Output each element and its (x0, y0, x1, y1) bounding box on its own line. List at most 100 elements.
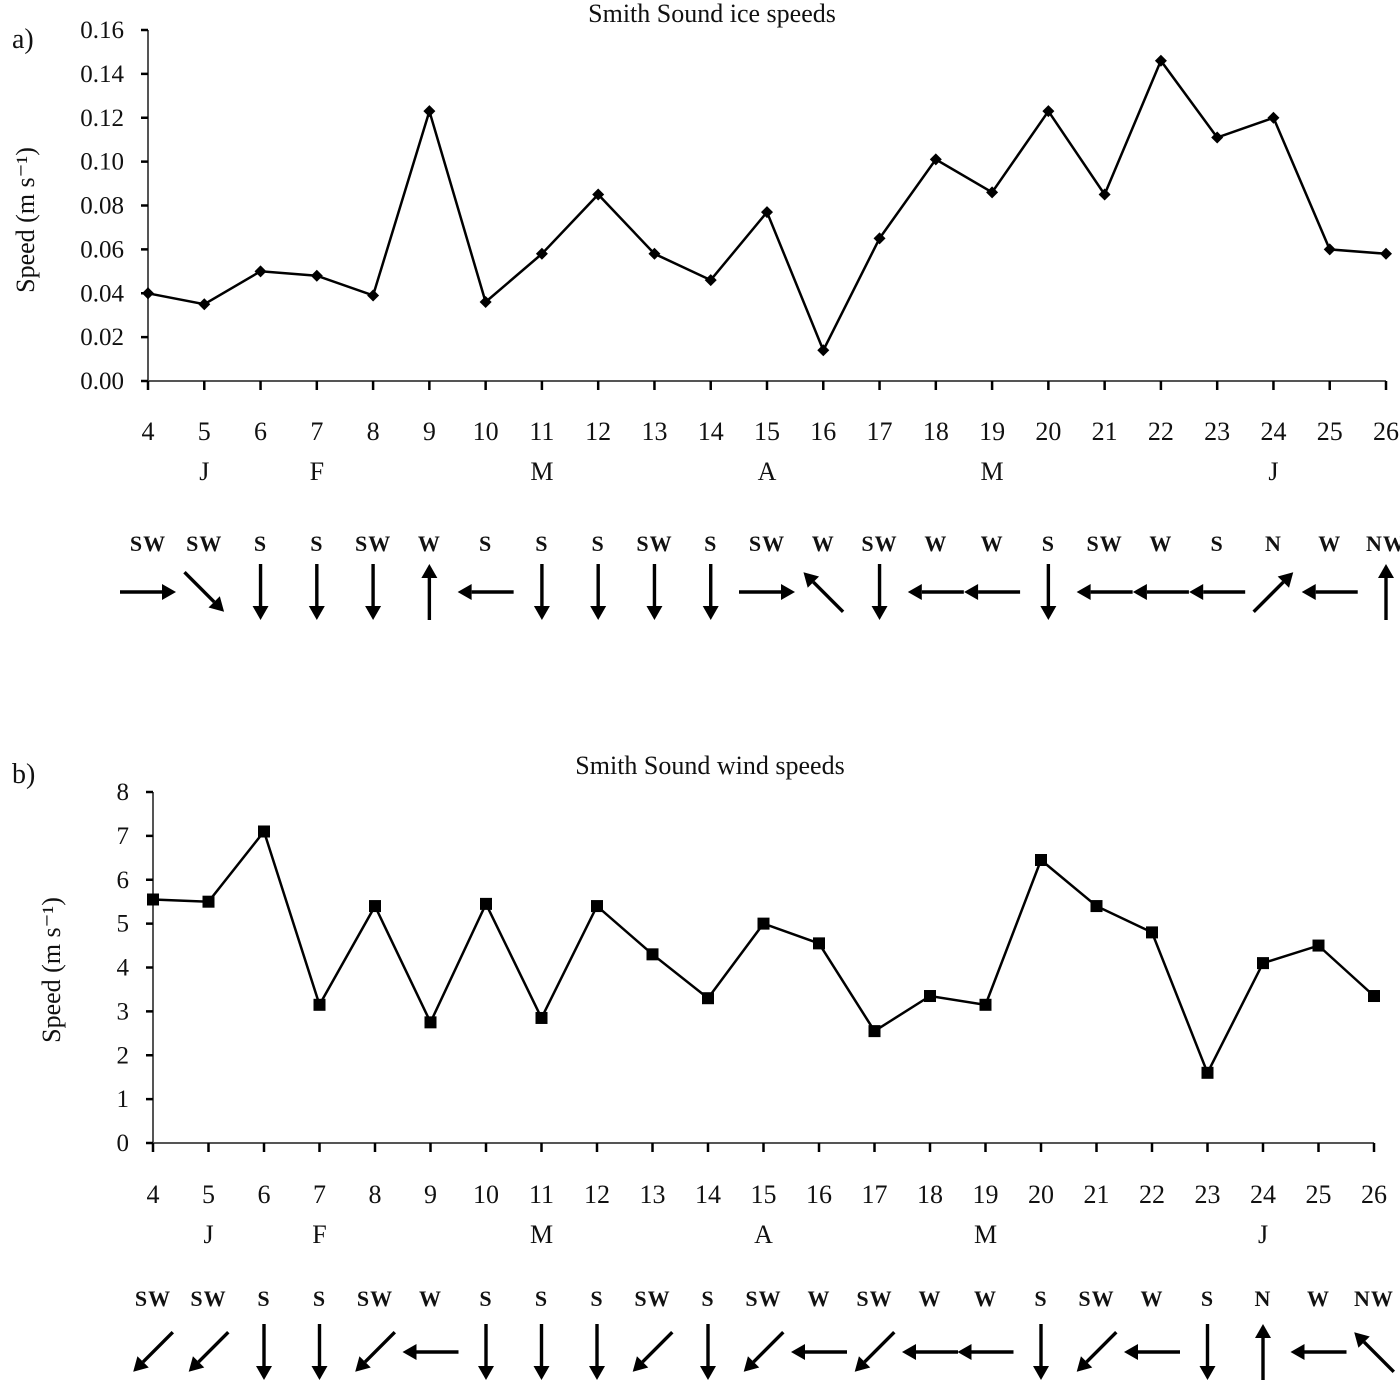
arrow-head (589, 1366, 605, 1380)
data-point (1312, 939, 1325, 952)
arrow-head (700, 1366, 716, 1380)
arrow-head (1378, 564, 1394, 578)
arrow-head (964, 584, 979, 600)
data-point (813, 937, 825, 950)
data-point (142, 287, 154, 300)
month-label: A (754, 1220, 773, 1249)
x-tick-label: 5 (198, 417, 211, 446)
direction-label: SW (1078, 1286, 1114, 1311)
arrow-head (854, 1356, 871, 1372)
direction-label: S (254, 531, 267, 556)
arrow-head (743, 1356, 760, 1372)
data-point (1211, 131, 1224, 144)
direction-label: S (310, 531, 323, 556)
x-tick-label: 8 (367, 417, 380, 446)
direction-arrow-s (308, 564, 325, 620)
month-label: M (974, 1220, 997, 1249)
direction-arrow-ne (1252, 572, 1294, 614)
arrow-head (402, 1344, 417, 1360)
series-line (152, 828, 1375, 1076)
direction-label: W (1141, 1286, 1164, 1311)
x-tick-label: 22 (1148, 417, 1174, 446)
direction-arrow-s (702, 564, 719, 620)
y-tick-label: 5 (117, 911, 130, 938)
y-tick-label: 0.04 (80, 280, 124, 307)
direction-label: W (1307, 1286, 1330, 1311)
data-point (535, 247, 548, 260)
x-tick-label: 26 (1373, 417, 1399, 446)
direction-label: SW (636, 531, 672, 556)
direction-label: N (1265, 531, 1282, 556)
y-tick-label: 0.06 (80, 236, 124, 263)
arrow-head (1124, 1344, 1138, 1360)
direction-label: S (1211, 531, 1224, 556)
month-label: J (203, 1220, 213, 1249)
direction-arrow-n (1378, 564, 1394, 620)
direction-label: NW (1366, 531, 1400, 556)
x-tick-label: 19 (979, 417, 1005, 446)
x-tick-label: 11 (529, 1180, 554, 1209)
y-tick-label: 0.02 (80, 324, 124, 351)
direction-label: W (924, 531, 947, 556)
direction-arrow-nw (1354, 1332, 1396, 1374)
direction-arrow-s (252, 564, 269, 620)
direction-arrow-s (256, 1324, 272, 1380)
data-point (591, 900, 603, 913)
direction-arrow-nw (803, 572, 845, 614)
direction-arrow-s (871, 564, 888, 620)
arrow-shaft (141, 1330, 175, 1364)
direction-label: S (535, 531, 548, 556)
direction-label: SW (745, 1286, 781, 1311)
x-tick-label: 15 (751, 1180, 777, 1209)
arrow-head (457, 584, 472, 600)
x-tick-label: 15 (754, 417, 780, 446)
data-point (1257, 957, 1269, 970)
month-label: A (758, 457, 777, 486)
x-tick-label: 25 (1317, 417, 1343, 446)
direction-label: S (1042, 531, 1055, 556)
data-point (929, 153, 942, 166)
y-tick-label: 0.14 (80, 61, 124, 88)
direction-label: W (812, 531, 835, 556)
direction-arrow-e (120, 584, 176, 600)
data-point (1035, 854, 1047, 867)
data-point (1380, 247, 1392, 260)
data-point (479, 296, 492, 309)
y-axis-label: Speed (m s⁻¹) (37, 897, 66, 1043)
direction-arrow-s (590, 564, 607, 620)
arrow-head (1033, 1366, 1049, 1380)
y-tick-label: 2 (117, 1042, 130, 1069)
direction-arrow-sw (1076, 1330, 1118, 1372)
direction-label: W (981, 531, 1004, 556)
x-tick-label: 26 (1361, 1180, 1387, 1209)
arrow-shaft (641, 1330, 674, 1364)
arrow-head (188, 1356, 205, 1372)
data-point (986, 186, 999, 199)
arrow-head (1255, 1324, 1271, 1338)
direction-label: N (1255, 1286, 1272, 1311)
direction-arrow-s (646, 564, 663, 620)
direction-arrow-w (964, 584, 1021, 600)
x-tick-label: 7 (313, 1180, 326, 1209)
data-point (761, 206, 773, 219)
data-point (535, 1011, 548, 1024)
y-tick-label: 6 (117, 867, 130, 894)
direction-arrow-w (1189, 584, 1246, 600)
month-label: M (530, 457, 553, 486)
data-point (979, 998, 992, 1011)
arrow-head (632, 1356, 649, 1372)
y-tick-label: 0.10 (80, 149, 124, 176)
arrow-head (702, 606, 719, 620)
y-tick-label: 0 (117, 1130, 130, 1157)
chart-title: Smith Sound ice speeds (588, 0, 836, 28)
direction-arrow-sw (632, 1330, 674, 1372)
chart-title: Smith Sound wind speeds (575, 751, 844, 780)
x-tick-label: 10 (473, 1180, 499, 1209)
arrow-head (355, 1356, 371, 1372)
direction-label: S (704, 531, 717, 556)
month-label: F (310, 457, 324, 486)
arrow-head (957, 1344, 972, 1360)
direction-arrow-s (1199, 1324, 1216, 1380)
y-tick-label: 0.16 (80, 17, 124, 44)
direction-arrow-s (365, 564, 382, 620)
